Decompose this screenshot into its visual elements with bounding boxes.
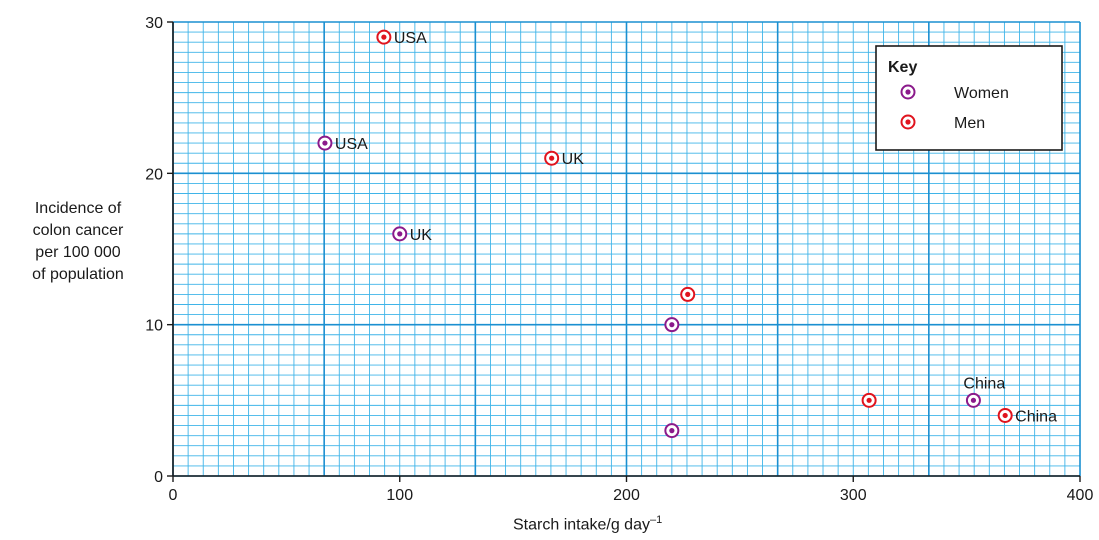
data-point-men (997, 407, 1013, 423)
legend: Key Women Men (875, 45, 1063, 151)
data-point-women (664, 317, 680, 333)
marker-dot (397, 231, 403, 237)
marker-dot (669, 428, 675, 434)
data-points: USA UK China USA UK China (317, 29, 1057, 439)
marker-dot (970, 397, 977, 403)
x-tick-label: 200 (613, 487, 640, 504)
data-point-men (544, 150, 560, 166)
legend-marker-women (900, 84, 916, 100)
y-tick-label: 20 (145, 166, 163, 183)
marker-dot (1002, 412, 1008, 419)
y-axis-title-line: Incidence of (34, 200, 122, 217)
y-axis-title-line: of population (32, 266, 124, 283)
marker-dot (322, 140, 328, 146)
y-axis-title-line: per 100 000 (35, 244, 121, 261)
point-label: UK (410, 227, 433, 244)
x-axis-title: Starch intake/g day–1 (513, 514, 813, 534)
data-point-women (392, 226, 408, 242)
marker-dot (685, 291, 691, 297)
x-tick-label: 300 (840, 487, 867, 504)
point-label: USA (394, 30, 427, 47)
data-point-men (861, 392, 877, 408)
y-axis-title-line: colon cancer (32, 222, 124, 239)
y-tick-label: 30 (145, 15, 163, 32)
marker-dot (905, 119, 911, 125)
marker-dot (669, 322, 675, 328)
point-label: China (1015, 408, 1057, 425)
legend-label-men: Men (954, 115, 985, 132)
point-label: USA (335, 136, 368, 153)
y-tick-label: 0 (154, 469, 163, 486)
y-axis-title: Incidence of colon cancer per 100 000 of… (8, 198, 148, 286)
point-label: China (963, 375, 1005, 392)
marker-dot (866, 397, 872, 403)
x-axis-title-superscript: –1 (649, 514, 663, 526)
data-point-women (965, 392, 981, 408)
x-tick-label: 400 (1067, 487, 1094, 504)
marker-dot (549, 155, 555, 161)
legend-title: Key (888, 59, 917, 76)
data-point-women (664, 423, 680, 439)
point-label: UK (562, 151, 585, 168)
data-point-men (376, 29, 392, 45)
data-point-women (317, 135, 333, 151)
tick-labels: 0 100 200 300 400 0 10 20 30 (145, 15, 1093, 504)
y-tick-label: 10 (145, 318, 163, 335)
marker-dot (381, 34, 387, 40)
x-tick-label: 0 (169, 487, 178, 504)
x-tick-label: 100 (386, 487, 413, 504)
x-axis-title-text: Starch intake/g day (513, 516, 650, 534)
legend-marker-men (900, 114, 916, 130)
marker-dot (905, 89, 911, 95)
legend-label-women: Women (954, 85, 1009, 102)
data-point-men (680, 286, 696, 302)
